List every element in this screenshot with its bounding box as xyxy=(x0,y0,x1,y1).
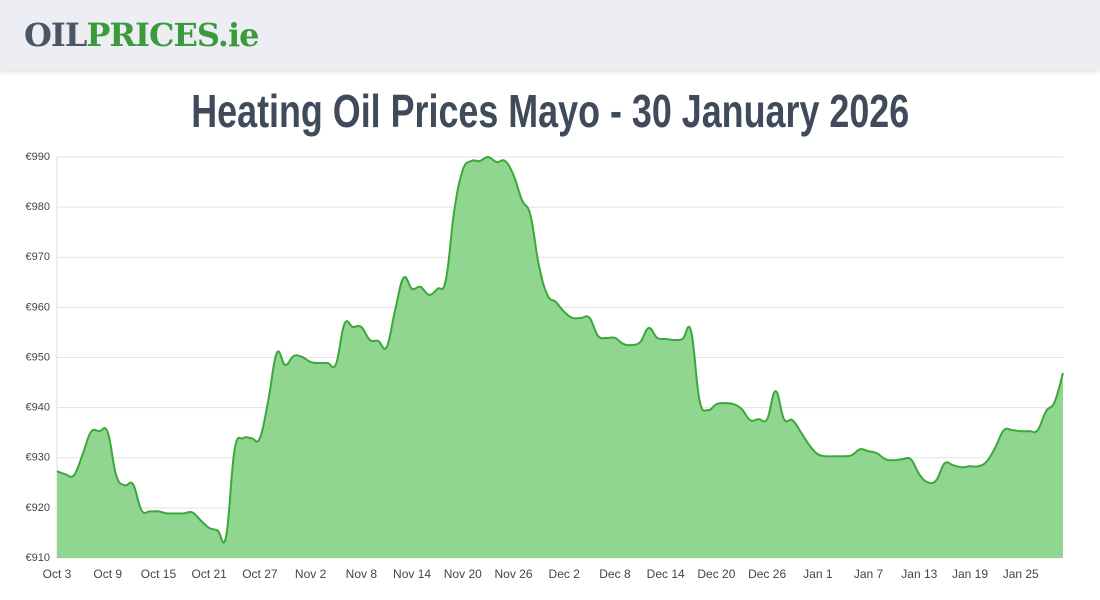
y-tick-label: €980 xyxy=(26,201,50,213)
x-tick-label: Nov 2 xyxy=(295,567,327,581)
y-tick-label: €920 xyxy=(26,502,50,514)
x-tick-label: Jan 19 xyxy=(952,567,988,581)
x-tick-label: Jan 1 xyxy=(803,567,833,581)
x-tick-label: Nov 26 xyxy=(494,567,532,581)
x-tick-label: Jan 7 xyxy=(854,567,884,581)
header: OILPRICES.ie xyxy=(0,0,1100,70)
x-tick-label: Oct 9 xyxy=(93,567,122,581)
title-wrap: Heating Oil Prices Mayo - 30 January 202… xyxy=(0,84,1100,138)
x-tick-label: Oct 27 xyxy=(242,567,278,581)
x-tick-label: Dec 20 xyxy=(697,567,735,581)
x-tick-label: Nov 8 xyxy=(346,567,378,581)
y-tick-label: €950 xyxy=(26,351,50,363)
x-tick-label: Dec 8 xyxy=(599,567,631,581)
logo-text: PRICES.ie xyxy=(86,16,259,54)
area-fill xyxy=(57,156,1063,558)
x-tick-label: Jan 25 xyxy=(1003,567,1039,581)
x-tick-label: Dec 2 xyxy=(549,567,581,581)
y-tick-label: €940 xyxy=(26,402,50,414)
x-tick-label: Dec 14 xyxy=(647,567,685,581)
x-tick-label: Oct 15 xyxy=(141,567,177,581)
logo[interactable]: OILPRICES.ie xyxy=(24,16,259,54)
chart-title: Heating Oil Prices Mayo - 30 January 202… xyxy=(191,85,909,137)
y-tick-label: €970 xyxy=(26,251,50,263)
x-tick-label: Nov 14 xyxy=(393,567,431,581)
x-tick-label: Oct 21 xyxy=(191,567,227,581)
y-tick-label: €910 xyxy=(26,552,50,564)
x-tick-label: Jan 13 xyxy=(901,567,937,581)
logo-text: OIL xyxy=(24,16,87,54)
x-tick-label: Oct 3 xyxy=(43,567,72,581)
line xyxy=(56,156,1064,544)
y-tick-label: €990 xyxy=(26,151,50,163)
x-tick-label: Dec 26 xyxy=(748,567,786,581)
y-tick-label: €930 xyxy=(26,452,50,464)
y-tick-label: €960 xyxy=(26,301,50,313)
x-tick-label: Nov 20 xyxy=(444,567,482,581)
